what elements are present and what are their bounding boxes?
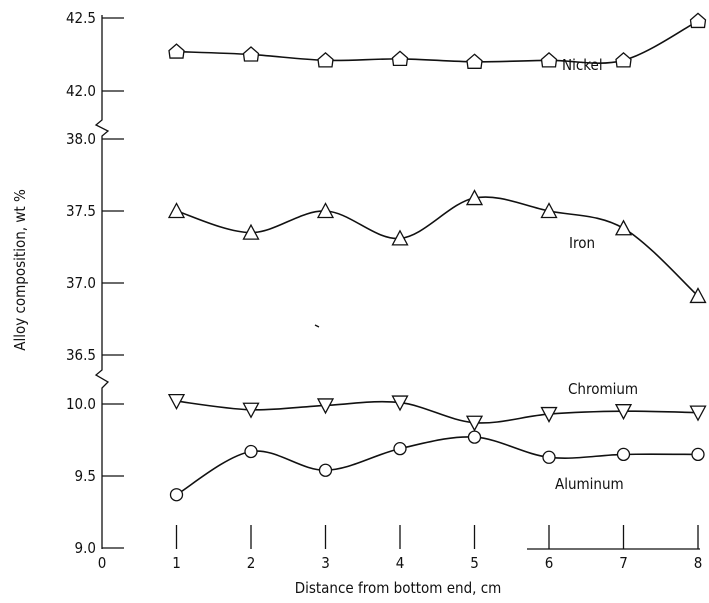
- aluminum-point: [616, 447, 631, 462]
- axes: [94, 15, 700, 550]
- iron-curve: [176, 196, 699, 297]
- x-axis-title: Distance from bottom end, cm: [295, 579, 502, 597]
- iron-point: [391, 229, 409, 246]
- chromium-point: [391, 395, 409, 412]
- chromium-point: [465, 415, 484, 432]
- tick-marks: [102, 17, 699, 549]
- chromium-point: [167, 393, 186, 410]
- aluminum-point: [393, 441, 407, 456]
- nickel-point: [168, 43, 185, 59]
- y-axis-line: [94, 15, 110, 549]
- x-tick-label: 7: [619, 554, 628, 572]
- series-markers: [167, 12, 707, 502]
- aluminum-point: [467, 430, 482, 444]
- chromium-point: [316, 398, 335, 415]
- chromium-point: [614, 404, 633, 421]
- x-tick-label: 2: [247, 554, 256, 572]
- aluminum-label: Aluminum: [555, 475, 624, 493]
- chromium-point: [242, 402, 260, 419]
- tick-labels: 42.0 42.5 36.5 37.0 37.5 38.0 9.0 9.5 10.0 0 1 2 3 4 5…: [66, 9, 702, 572]
- series-curves: [176, 20, 699, 496]
- chromium-curve: [176, 400, 699, 424]
- x-tick-label: 0: [98, 554, 107, 572]
- iron-point: [540, 202, 558, 219]
- nickel-label: Nickel: [562, 56, 603, 74]
- y-tick-label: 42.5: [66, 9, 96, 27]
- aluminum-point: [169, 488, 184, 502]
- nickel-point: [242, 46, 260, 62]
- series-labels: Nickel Iron Chromium Aluminum: [555, 56, 638, 493]
- iron-point: [316, 202, 335, 219]
- nickel-point: [689, 12, 707, 29]
- aluminum-point: [318, 463, 333, 477]
- y-tick-label: 37.0: [66, 274, 96, 292]
- y-tick-label: 9.0: [75, 539, 96, 557]
- aluminum-point: [542, 450, 556, 464]
- nickel-point: [391, 50, 409, 67]
- iron-point: [465, 189, 484, 206]
- aluminum-point: [691, 447, 705, 462]
- x-tick-label: 8: [694, 554, 703, 572]
- scan-speck: [314, 324, 320, 328]
- chromium-point: [540, 406, 558, 423]
- chromium-label: Chromium: [568, 380, 638, 398]
- nickel-point: [466, 53, 483, 69]
- y-tick-label: 37.5: [66, 202, 96, 220]
- nickel-point: [540, 51, 558, 68]
- nickel-point: [317, 51, 334, 68]
- aluminum-point: [244, 444, 258, 459]
- x-tick-label: 4: [396, 554, 405, 572]
- iron-point: [242, 223, 260, 240]
- iron-label: Iron: [569, 234, 595, 252]
- iron-point: [167, 202, 186, 219]
- x-tick-label: 5: [470, 554, 479, 572]
- y-tick-label: 42.0: [66, 82, 96, 100]
- y-axis-title: Alloy composition, wt %: [11, 189, 29, 351]
- x-tick-label: 1: [172, 554, 181, 572]
- y-tick-label: 10.0: [66, 395, 96, 413]
- y-tick-label: 38.0: [66, 130, 96, 148]
- iron-point: [689, 287, 707, 304]
- x-tick-label: 3: [321, 554, 330, 572]
- y-tick-label: 36.5: [66, 346, 96, 364]
- y-tick-label: 9.5: [75, 467, 96, 485]
- nickel-point: [615, 51, 632, 68]
- chromium-point: [689, 405, 707, 422]
- iron-point: [614, 219, 633, 236]
- x-tick-label: 6: [545, 554, 554, 572]
